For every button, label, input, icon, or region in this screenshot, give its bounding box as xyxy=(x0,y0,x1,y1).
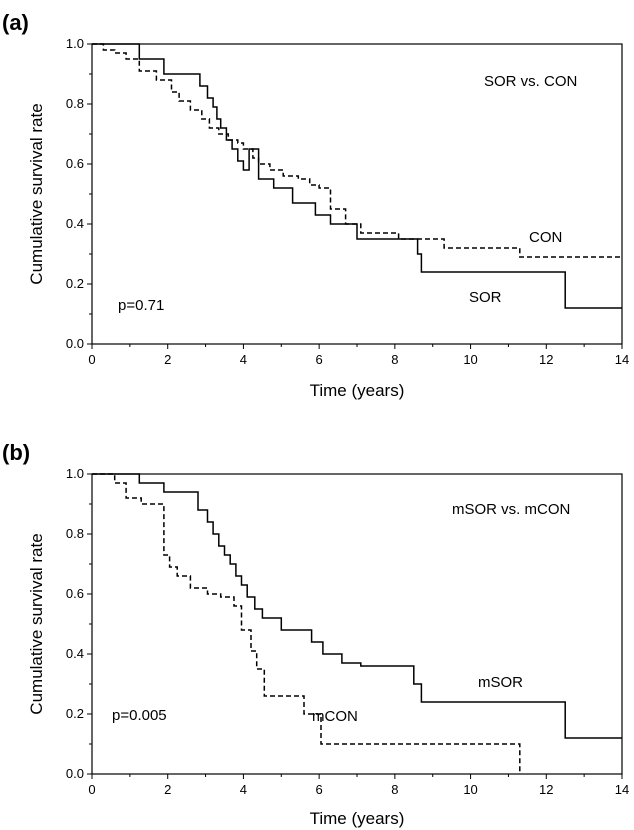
panel-b-letter: (b) xyxy=(2,440,30,465)
y-tick-label: 0.0 xyxy=(66,766,84,781)
x-tick-label: 12 xyxy=(539,782,553,797)
panel-a-x-axis-label: Time (years) xyxy=(310,381,405,400)
survival-curve-con xyxy=(92,43,622,258)
y-tick-label: 0.2 xyxy=(66,276,84,291)
panel-b-comparison-label: mSOR vs. mCON xyxy=(452,501,570,518)
panel-b-curves xyxy=(92,473,622,774)
y-tick-label: 1.0 xyxy=(66,466,84,481)
panel-b-x-axis-label: Time (years) xyxy=(310,809,405,828)
panel-a: (a) 0 2 4 6 8 10 12 14 0.0 0.2 0.4 0.6 0.8 1.0 SOR vs… xyxy=(2,10,629,400)
y-tick-label: 0.2 xyxy=(66,706,84,721)
y-tick-label: 0.4 xyxy=(66,216,84,231)
x-tick-label: 12 xyxy=(539,352,553,367)
y-tick-label: 0.8 xyxy=(66,96,84,111)
x-tick-label: 0 xyxy=(88,782,95,797)
survival-curve-mcon xyxy=(92,473,521,774)
panel-a-curves xyxy=(92,43,622,309)
x-tick-label: 8 xyxy=(391,352,398,367)
y-tick-label: 0.0 xyxy=(66,336,84,351)
y-tick-label: 0.6 xyxy=(66,586,84,601)
panel-a-axes: 0 2 4 6 8 10 12 14 0.0 0.2 0.4 0.6 0.8 1.0 xyxy=(66,36,629,367)
panel-a-y-axis-label: Cumulative survival rate xyxy=(27,103,46,284)
x-tick-label: 8 xyxy=(391,782,398,797)
panel-a-letter: (a) xyxy=(2,10,29,35)
panel-a-series-label-con: CON xyxy=(529,229,562,246)
x-tick-label: 2 xyxy=(164,782,171,797)
x-tick-label: 10 xyxy=(463,352,477,367)
y-tick-label: 0.6 xyxy=(66,156,84,171)
x-tick-label: 2 xyxy=(164,352,171,367)
panel-b: (b) 0 2 4 6 8 10 12 14 0.0 0.2 0.4 0.6 0.8 1.0 mSOR v… xyxy=(2,440,629,828)
panel-a-p-value: p=0.71 xyxy=(118,297,164,314)
panel-b-axes: 0 2 4 6 8 10 12 14 0.0 0.2 0.4 0.6 0.8 1.0 xyxy=(66,466,629,797)
x-tick-label: 6 xyxy=(316,782,323,797)
y-tick-label: 0.4 xyxy=(66,646,84,661)
panel-b-y-axis-label: Cumulative survival rate xyxy=(27,533,46,714)
x-tick-label: 4 xyxy=(240,782,247,797)
y-tick-label: 0.8 xyxy=(66,526,84,541)
survival-curve-sor xyxy=(92,43,622,309)
panel-b-plot-frame xyxy=(91,473,623,775)
panel-b-series-label-mcon: mCON xyxy=(312,708,358,725)
x-tick-label: 14 xyxy=(615,782,629,797)
x-tick-label: 0 xyxy=(88,352,95,367)
x-tick-label: 4 xyxy=(240,352,247,367)
panel-a-comparison-label: SOR vs. CON xyxy=(484,73,577,90)
panel-a-series-label-sor: SOR xyxy=(469,289,502,306)
x-tick-label: 6 xyxy=(316,352,323,367)
x-tick-label: 14 xyxy=(615,352,629,367)
y-tick-label: 1.0 xyxy=(66,36,84,51)
panel-b-series-label-msor: mSOR xyxy=(478,674,523,691)
panel-b-p-value: p=0.005 xyxy=(112,707,167,724)
x-tick-label: 10 xyxy=(463,782,477,797)
survival-curve-msor xyxy=(92,473,622,739)
